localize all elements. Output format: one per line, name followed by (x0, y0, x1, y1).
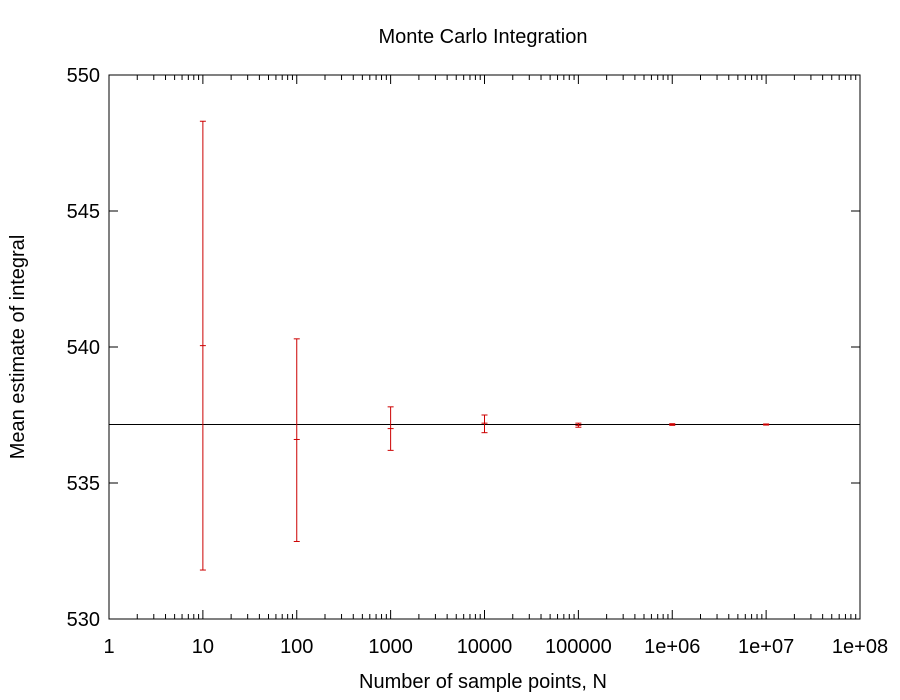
y-tick-label: 540 (67, 337, 100, 359)
errorbar-point (293, 338, 300, 542)
y-tick-label: 550 (67, 65, 100, 87)
x-tick-label: 1000 (368, 636, 413, 658)
x-tick-label: 10 (192, 636, 214, 658)
x-tick-label: 10000 (457, 636, 513, 658)
errorbar-point (199, 120, 206, 571)
y-tick-label: 535 (67, 473, 100, 495)
y-tick-label: 545 (67, 201, 100, 223)
x-axis-label: Number of sample points, N (359, 671, 607, 693)
errorbar-point (481, 414, 488, 434)
x-tick-label: 1 (103, 636, 114, 658)
x-tick-label: 100000 (545, 636, 612, 658)
y-tick-label: 530 (67, 609, 100, 631)
errorbar-point (575, 422, 582, 428)
chart-title: Monte Carlo Integration (378, 26, 587, 48)
x-tick-label: 100 (280, 636, 313, 658)
errorbar-layer (199, 120, 770, 571)
errorbar-point (387, 406, 394, 451)
x-tick-label: 1e+07 (738, 636, 794, 658)
x-tick-label: 1e+08 (832, 636, 888, 658)
y-axis-label: Mean estimate of integral (7, 235, 29, 460)
errorbar-point (763, 423, 770, 426)
axis-ticks: 530 535 540 545 550 1 10 100 1000 10000 100000 1e+0… (67, 65, 888, 658)
errorbar-point (669, 423, 676, 426)
plot-frame (108, 74, 861, 620)
x-tick-label: 1e+06 (644, 636, 700, 658)
